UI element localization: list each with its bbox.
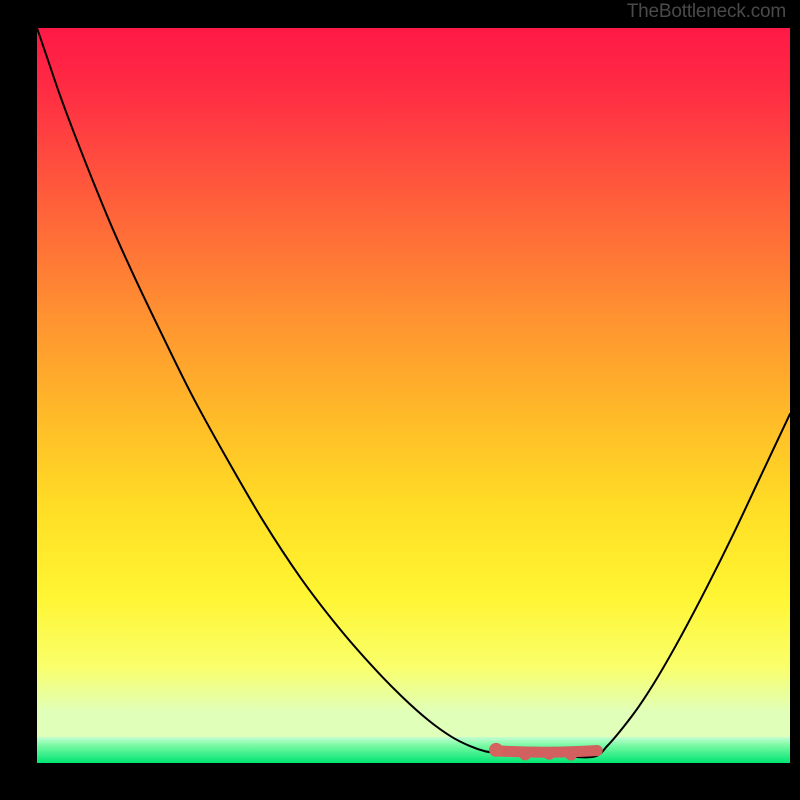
optimal-range-marker — [37, 28, 790, 763]
plot-area — [37, 28, 790, 763]
frame-bottom — [0, 763, 800, 800]
frame-right — [790, 0, 800, 800]
branding-text: TheBottleneck.com — [627, 1, 786, 23]
frame-left — [0, 0, 37, 800]
